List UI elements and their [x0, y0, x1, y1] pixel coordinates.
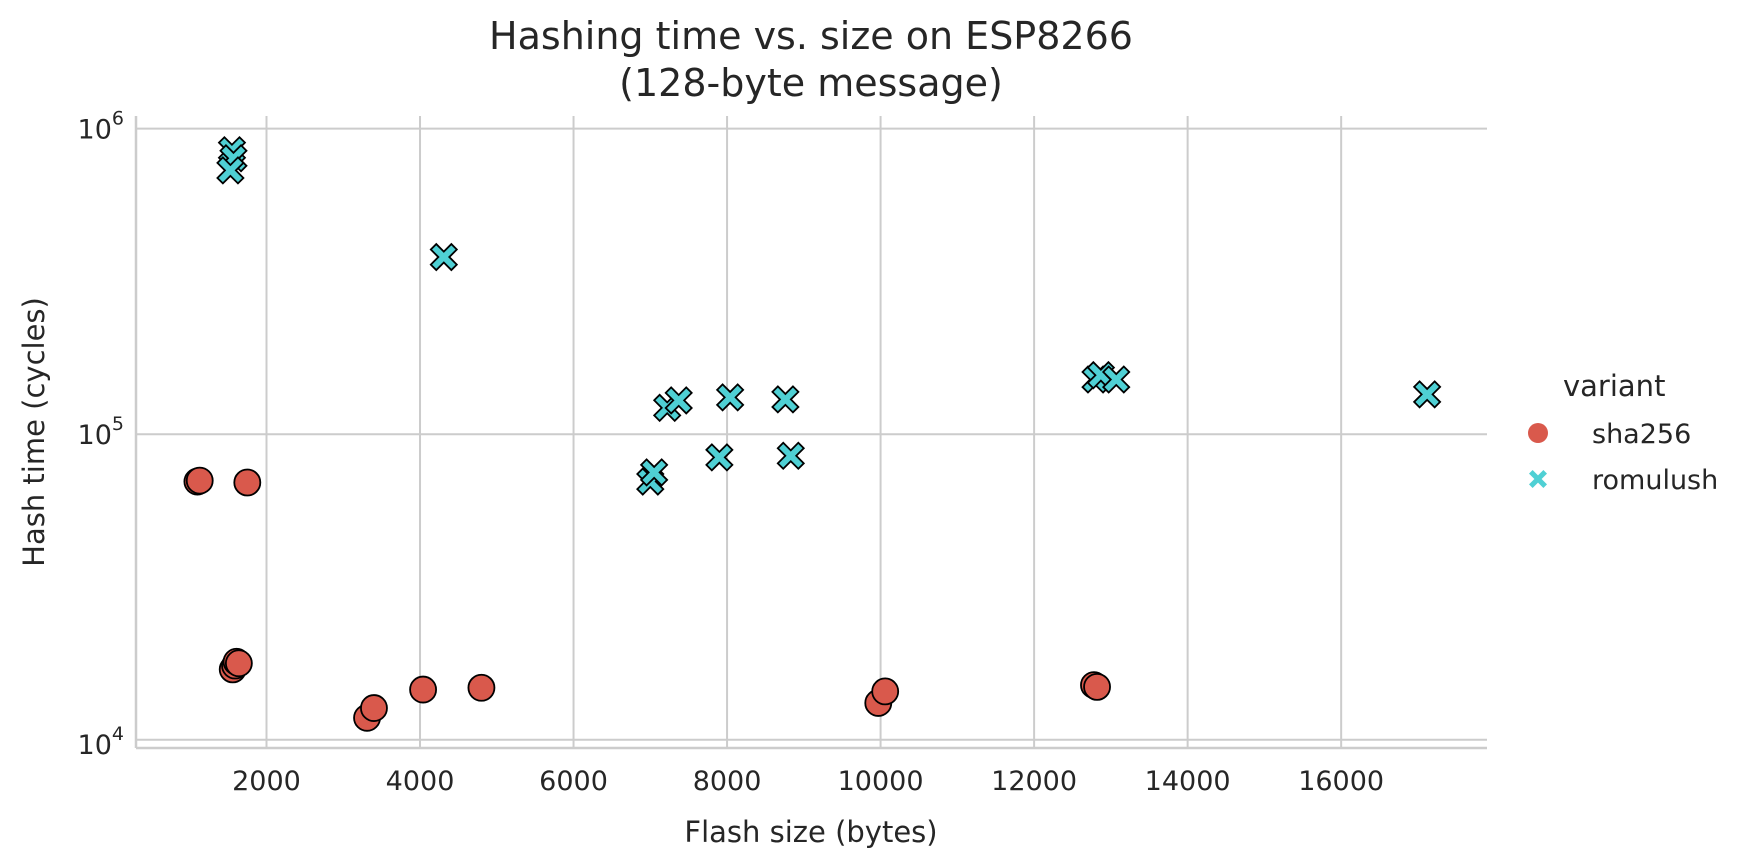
sha256-point — [1083, 672, 1111, 701]
romulush-point — [776, 441, 806, 471]
x-tick-label: 6000 — [539, 766, 608, 797]
romulush-point — [216, 156, 245, 185]
axes — [134, 116, 1487, 750]
sha256-point — [360, 694, 388, 722]
y-tick-exponent: 4 — [112, 723, 124, 745]
legend-marker-romulush — [1529, 470, 1547, 488]
legend-label-romulush: romulush — [1592, 465, 1718, 496]
x-tick-label: 2000 — [232, 766, 301, 797]
sha256-point — [185, 466, 214, 495]
romulush-point — [664, 386, 693, 415]
romulush-point — [1412, 380, 1442, 409]
x-tick-label: 12000 — [991, 766, 1077, 797]
x-axis-label: Flash size (bytes) — [684, 815, 937, 849]
romulush-point — [771, 385, 800, 414]
grid-lines — [136, 116, 1487, 748]
x-tick-label: 4000 — [386, 766, 455, 797]
romulush-point — [639, 458, 669, 487]
x-tick-label: 16000 — [1298, 766, 1384, 797]
y-tick-exponent: 6 — [112, 108, 124, 130]
sha256-point — [224, 649, 253, 678]
sha256-point — [467, 673, 496, 702]
romulush-point — [429, 242, 459, 272]
sha256-point — [233, 468, 262, 497]
data-points — [183, 135, 1442, 732]
romulush-point — [705, 443, 734, 472]
y-tick-base: 10 — [78, 420, 112, 451]
romulush-point — [715, 383, 745, 412]
y-tick-base: 10 — [78, 730, 112, 761]
chart-title: Hashing time vs. size on ESP8266 — [489, 14, 1133, 58]
y-tick-base: 10 — [78, 115, 112, 146]
sha256-point — [409, 675, 437, 704]
y-tick-label: 104 — [78, 723, 124, 761]
romulush-point — [1101, 365, 1131, 394]
y-tick-label: 106 — [78, 108, 124, 146]
legend: variant sha256 romulush — [1528, 369, 1718, 496]
legend-marker-sha256 — [1528, 423, 1548, 443]
x-tick-label: 10000 — [838, 766, 924, 797]
y-tick-label: 105 — [78, 413, 124, 451]
y-tick-exponent: 5 — [112, 413, 124, 435]
legend-label-sha256: sha256 — [1592, 419, 1691, 450]
sha256-point — [871, 677, 900, 706]
x-tick-label: 8000 — [693, 766, 762, 797]
chart-subtitle: (128-byte message) — [619, 61, 1003, 105]
legend-title: variant — [1563, 369, 1665, 403]
x-tick-label: 14000 — [1145, 766, 1231, 797]
tick-labels: 2000 4000 6000 8000 10000 12000 14000 160001041… — [78, 108, 1385, 797]
y-axis-label: Hash time (cycles) — [17, 297, 51, 567]
